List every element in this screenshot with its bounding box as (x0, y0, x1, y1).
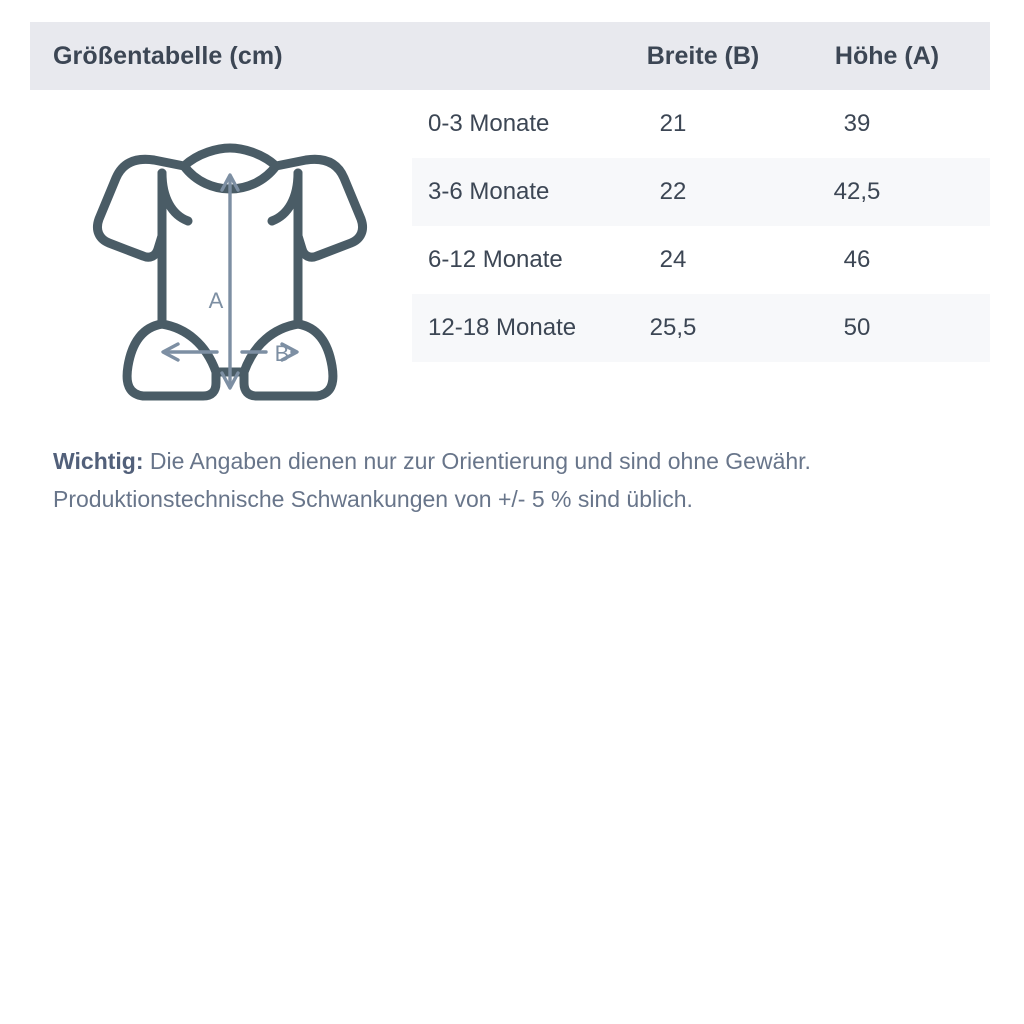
cell-width: 22 (659, 178, 687, 205)
disclaimer-label: Wichtig: (53, 448, 144, 474)
cell-height: 50 (843, 314, 871, 341)
bodysuit-illustration: B A (70, 120, 390, 420)
cell-size: 0-3 Monate (428, 110, 550, 137)
height-arrowhead-top (220, 173, 240, 192)
column-header-height: Höhe (A) (834, 41, 940, 70)
table-row: 3-6 Monate 22 42,5 (412, 158, 990, 226)
cell-size: 3-6 Monate (428, 178, 550, 205)
bodysuit-outline (92, 143, 368, 401)
table-row: 6-12 Monate 24 46 (412, 226, 990, 294)
cell-height: 46 (843, 246, 871, 273)
cell-width: 21 (659, 110, 687, 137)
measurement-arrows (161, 173, 299, 390)
table-row: 12-18 Monate 25,5 50 (412, 294, 990, 362)
height-arrowhead-bottom (220, 371, 240, 390)
page-title: Größentabelle (cm) (53, 41, 283, 70)
width-label: B (275, 341, 290, 366)
height-label: A (209, 288, 224, 313)
cell-height: 39 (843, 110, 871, 137)
width-arrowhead-left (161, 342, 180, 362)
cell-width: 24 (659, 246, 687, 273)
disclaimer-line-1: Die Angaben dienen nur zur Orientierung … (143, 448, 811, 474)
table-header-band: Größentabelle (cm) Breite (B) Höhe (A) (30, 22, 990, 90)
cell-height: 42,5 (833, 178, 881, 205)
column-header-width: Breite (B) (646, 41, 760, 70)
width-arrowhead-right (280, 342, 299, 362)
cell-size: 12-18 Monate (428, 314, 577, 341)
disclaimer-note: Wichtig: Die Angaben dienen nur zur Orie… (53, 442, 983, 518)
cell-width: 25,5 (649, 314, 697, 341)
table-row: 0-3 Monate 21 39 (412, 90, 990, 158)
size-table: 0-3 Monate 21 39 3-6 Monate 22 42,5 6-12… (412, 90, 990, 362)
disclaimer-line-2: Produktionstechnische Schwankungen von +… (53, 486, 693, 512)
cell-size: 6-12 Monate (428, 246, 563, 273)
